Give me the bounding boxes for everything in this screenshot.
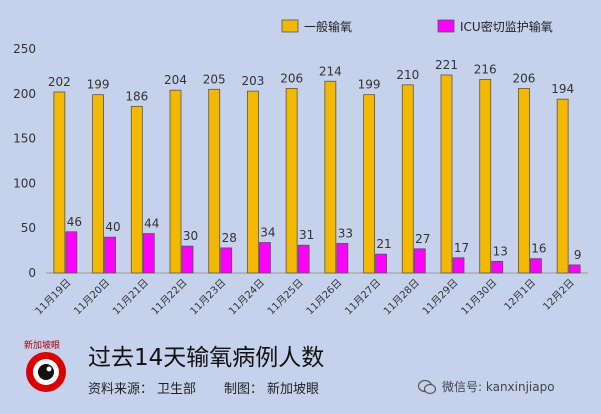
data-label: 9 [574, 248, 582, 262]
x-tick-label: 11月25日 [265, 277, 306, 318]
bar-icu-oxygen [297, 244, 310, 274]
data-label: 210 [396, 68, 419, 82]
x-tick-label: 11月20日 [72, 277, 113, 318]
bar-icu-oxygen [65, 231, 78, 274]
bar-icu-oxygen [491, 260, 504, 274]
data-label: 216 [474, 62, 497, 76]
data-label: 30 [183, 229, 198, 243]
y-tick-label: 200 [13, 87, 36, 101]
data-label: 46 [67, 215, 82, 229]
bar-icu-oxygen [413, 248, 426, 274]
x-tick-label: 11月26日 [304, 277, 345, 318]
data-label: 33 [338, 226, 353, 240]
bar-general-oxygen [169, 89, 182, 274]
bar-general-oxygen [363, 94, 375, 274]
x-tick-label: 11月22日 [149, 277, 190, 318]
x-tick-label: 11月23日 [188, 277, 229, 318]
wechat-id: 微信号: kanxinjiapo [442, 380, 555, 394]
y-tick-label: 100 [13, 176, 36, 190]
bar-icu-oxygen [220, 247, 233, 274]
x-tick-label: 11月29日 [420, 277, 461, 318]
bar-general-oxygen [285, 88, 298, 274]
bar-icu-oxygen [568, 264, 581, 274]
data-label: 27 [415, 232, 430, 246]
data-label: 203 [241, 74, 264, 88]
bar-general-oxygen [208, 88, 221, 274]
data-label: 202 [48, 75, 71, 89]
y-tick-label: 50 [21, 221, 36, 235]
source-label: 资料来源： [88, 382, 154, 397]
wechat-icon [418, 379, 436, 394]
data-label: 16 [531, 242, 546, 256]
bar-icu-oxygen [104, 236, 116, 274]
data-label: 40 [105, 220, 120, 234]
data-label: 28 [222, 231, 237, 245]
bar-general-oxygen [440, 74, 453, 274]
x-tick-label: 11月21日 [110, 277, 151, 318]
bar-general-oxygen [479, 79, 492, 274]
bar-icu-oxygen [452, 257, 465, 274]
data-label: 34 [260, 226, 275, 240]
bar-general-oxygen [556, 98, 569, 274]
data-label: 13 [493, 244, 508, 258]
data-label: 199 [358, 78, 381, 92]
legend-label: ICU密切监护输氧 [460, 19, 553, 34]
wechat-watermark: 微信号: kanxinjiapo [418, 378, 555, 395]
logo-text: 新加坡眼 [24, 341, 61, 351]
x-tick-label: 11月27日 [343, 277, 384, 318]
made-label: 制图： [224, 382, 264, 397]
data-label: 205 [203, 72, 226, 86]
y-tick-label: 150 [13, 132, 36, 146]
bar-icu-oxygen [259, 242, 271, 274]
data-label: 21 [376, 237, 391, 251]
x-tick-label: 11月28日 [381, 277, 422, 318]
bar-icu-oxygen [181, 245, 194, 274]
bar-general-oxygen [247, 90, 259, 274]
data-label: 31 [299, 228, 314, 242]
data-label: 17 [454, 241, 469, 255]
data-label: 221 [435, 58, 458, 72]
bar-icu-oxygen [375, 253, 387, 274]
data-label: 206 [512, 71, 535, 85]
data-label: 206 [280, 71, 303, 85]
x-tick-label: 11月30日 [459, 277, 500, 318]
bar-general-oxygen [401, 84, 414, 274]
y-tick-label: 0 [28, 266, 36, 280]
logo: 新加坡眼 [22, 338, 74, 398]
made-value: 新加坡眼 [267, 382, 320, 397]
source-line: 资料来源： 卫生部 制图： 新加坡眼 [88, 378, 323, 397]
bar-general-oxygen [130, 105, 143, 274]
bar-icu-oxygen [142, 233, 155, 274]
legend-label: 一般输氧 [304, 19, 352, 34]
x-tick-label: 11月24日 [226, 277, 267, 318]
chart-title: 过去14天输氧病例人数 [88, 345, 325, 371]
eye-logo-icon [26, 352, 66, 392]
bar-general-oxygen [92, 94, 104, 274]
data-label: 214 [319, 64, 342, 78]
x-tick-label: 12月1日 [502, 277, 538, 313]
legend-swatch [437, 19, 455, 33]
legend-swatch [281, 19, 299, 33]
bar-general-oxygen [518, 88, 530, 274]
data-label: 44 [144, 217, 159, 231]
bar-general-oxygen [53, 91, 66, 274]
data-label: 194 [551, 82, 574, 96]
bar-general-oxygen [324, 80, 337, 274]
bar-icu-oxygen [530, 258, 542, 274]
bar-icu-oxygen [336, 243, 349, 274]
source-value: 卫生部 [157, 382, 197, 397]
x-tick-label: 11月19日 [33, 277, 74, 318]
data-label: 204 [164, 73, 187, 87]
data-label: 186 [125, 89, 148, 103]
y-tick-label: 250 [13, 42, 36, 56]
x-tick-label: 12月2日 [541, 277, 577, 313]
data-label: 199 [87, 78, 110, 92]
